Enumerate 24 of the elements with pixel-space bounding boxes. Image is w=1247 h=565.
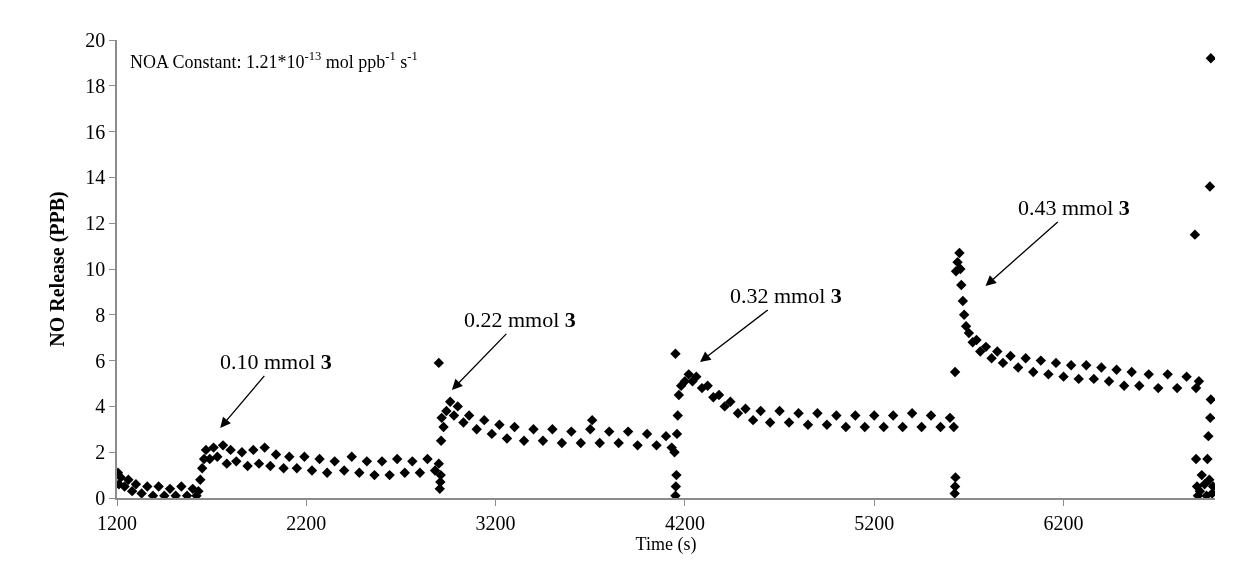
x-tick-label: 5200 [854, 511, 895, 534]
y-tick-label: 8 [95, 303, 106, 326]
annotation: NOA Constant: 1.21*10$^{-13}$ mol ppb$^{-1}$ s$^{-1}$ [130, 49, 418, 72]
x-tick-label: 4200 [664, 511, 705, 534]
x-tick-label: 1200 [97, 511, 137, 534]
y-tick-label: 18 [85, 74, 106, 97]
x-tick-label: 2200 [286, 511, 327, 534]
y-tick-label: 10 [85, 258, 106, 280]
y-axis-title: NO Release (PPB) [46, 191, 70, 347]
x-axis-title: Time (s) [635, 533, 697, 555]
y-tick-label: 0 [95, 487, 106, 509]
y-tick-label: 16 [85, 120, 106, 143]
y-tick-label: 14 [85, 166, 106, 189]
annotation: 0.32 mmol 3 [730, 283, 842, 308]
annotation: 0.10 mmol 3 [220, 349, 332, 374]
y-tick-label: 2 [95, 441, 106, 464]
y-tick-label: 20 [85, 29, 106, 51]
annotation: 0.22 mmol 3 [464, 307, 576, 332]
y-tick-label: 12 [85, 212, 106, 235]
x-tick-label: 3200 [475, 511, 516, 534]
y-tick-label: 6 [95, 349, 106, 372]
annotation: 0.43 mmol 3 [1018, 195, 1130, 220]
y-tick-label: 4 [95, 395, 106, 418]
x-tick-label: 6200 [1043, 511, 1084, 534]
